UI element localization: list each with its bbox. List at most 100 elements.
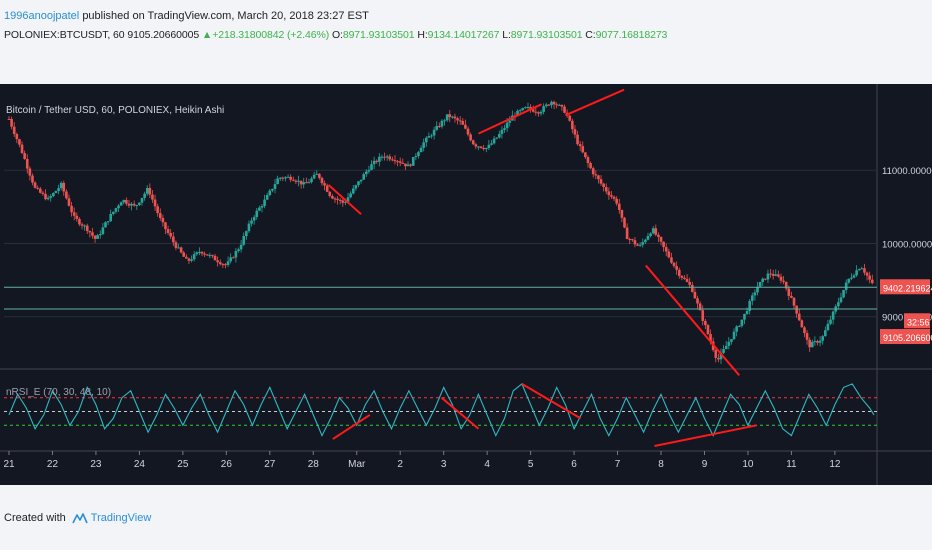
- candle-body: [604, 187, 608, 192]
- x-tick-label: 23: [90, 459, 102, 470]
- candle-body: [41, 192, 45, 194]
- indicator-line: [8, 383, 875, 437]
- candle-body: [310, 178, 313, 183]
- candle-body: [119, 202, 123, 206]
- price-label-text: 32:56: [907, 317, 930, 327]
- candle-body: [299, 180, 303, 185]
- candle-body: [571, 120, 574, 130]
- candle-body: [33, 182, 37, 188]
- candle-body: [362, 174, 365, 180]
- candle-body: [331, 195, 334, 199]
- candle-body: [422, 142, 425, 148]
- x-tick-label: 28: [308, 459, 320, 470]
- candle-body: [101, 227, 105, 235]
- candle-body: [730, 339, 733, 342]
- candle-body: [623, 217, 626, 228]
- x-tick-label: 3: [441, 459, 447, 470]
- candle-body: [250, 220, 253, 224]
- candle-body: [52, 193, 55, 197]
- candle-body: [771, 273, 775, 276]
- candle-body: [435, 125, 439, 130]
- candle-body: [25, 158, 29, 169]
- candle-body: [151, 194, 154, 200]
- candle-body: [651, 228, 655, 234]
- candle-body: [78, 218, 81, 225]
- candle-body: [677, 269, 681, 276]
- candle-body: [23, 153, 26, 159]
- candle-body: [531, 109, 535, 112]
- candle-body: [12, 126, 16, 134]
- candle-body: [312, 174, 316, 179]
- candle-body: [675, 266, 678, 270]
- candle-body: [704, 320, 707, 326]
- candle-body: [158, 213, 162, 219]
- candle-body: [492, 138, 496, 144]
- candle-body: [631, 239, 634, 241]
- candle-body: [85, 225, 89, 231]
- candle-body: [735, 326, 738, 332]
- chart-area[interactable]: 11000.0000000010000.000000009000.0000000…: [0, 84, 932, 485]
- candle-body: [375, 160, 379, 162]
- indicator-trendline: [654, 424, 757, 447]
- candle-body: [589, 163, 592, 169]
- candle-body: [850, 277, 853, 279]
- candle-body: [790, 295, 793, 298]
- candle-body: [62, 182, 66, 192]
- candle-body: [200, 251, 204, 254]
- author-link[interactable]: 1996anoojpatel: [4, 10, 80, 22]
- candle-body: [15, 133, 19, 140]
- candle-body: [638, 244, 642, 246]
- candle-body: [453, 116, 457, 119]
- tradingview-logo[interactable]: TradingView: [72, 512, 151, 524]
- x-tick-label: 26: [221, 459, 233, 470]
- candle-body: [153, 199, 157, 207]
- candle-body: [646, 236, 650, 240]
- candle-body: [216, 260, 219, 263]
- candle-body: [318, 173, 321, 178]
- candle-body: [291, 179, 295, 181]
- candle-body: [265, 195, 269, 200]
- candle-body: [36, 187, 39, 189]
- candle-body: [276, 178, 279, 185]
- candle-body: [273, 184, 277, 189]
- candle-body: [315, 173, 319, 175]
- candle-body: [490, 143, 493, 145]
- candle-body: [748, 300, 751, 311]
- candle-body: [743, 313, 746, 320]
- candle-body: [383, 156, 386, 158]
- candle-body: [75, 215, 79, 219]
- high-value: 9134.14017267: [427, 29, 500, 41]
- candle-body: [432, 129, 436, 136]
- candle-body: [764, 278, 767, 280]
- candle-body: [323, 183, 326, 186]
- candle-body: [156, 206, 159, 214]
- candle-body: [724, 345, 728, 350]
- candle-body: [777, 274, 780, 277]
- candle-body: [784, 281, 788, 289]
- candle-body: [145, 187, 149, 194]
- candle-body: [396, 161, 399, 163]
- candle-body: [130, 203, 133, 206]
- candle-body: [31, 175, 34, 183]
- candle-body: [464, 124, 467, 129]
- candle-body: [831, 311, 835, 320]
- candle-body: [740, 319, 744, 326]
- candle-body: [581, 146, 585, 153]
- candle-body: [727, 341, 731, 346]
- close-value: 9077.16818273: [595, 29, 668, 41]
- candle-body: [508, 120, 512, 123]
- candle-body: [88, 230, 92, 233]
- candle-body: [91, 232, 94, 236]
- candle-body: [289, 176, 292, 180]
- candle-body: [109, 213, 113, 222]
- candle-body: [237, 249, 240, 252]
- candle-body: [411, 157, 415, 166]
- candle-body: [552, 101, 556, 105]
- x-tick-label: 8: [658, 459, 664, 470]
- candle-body: [868, 275, 871, 280]
- candle-body: [7, 118, 11, 120]
- candle-body: [599, 179, 603, 184]
- x-tick-label: 22: [47, 459, 59, 470]
- indicator-title: nRSI_E (70, 30, 48, 10): [6, 387, 112, 398]
- candle-body: [761, 278, 765, 282]
